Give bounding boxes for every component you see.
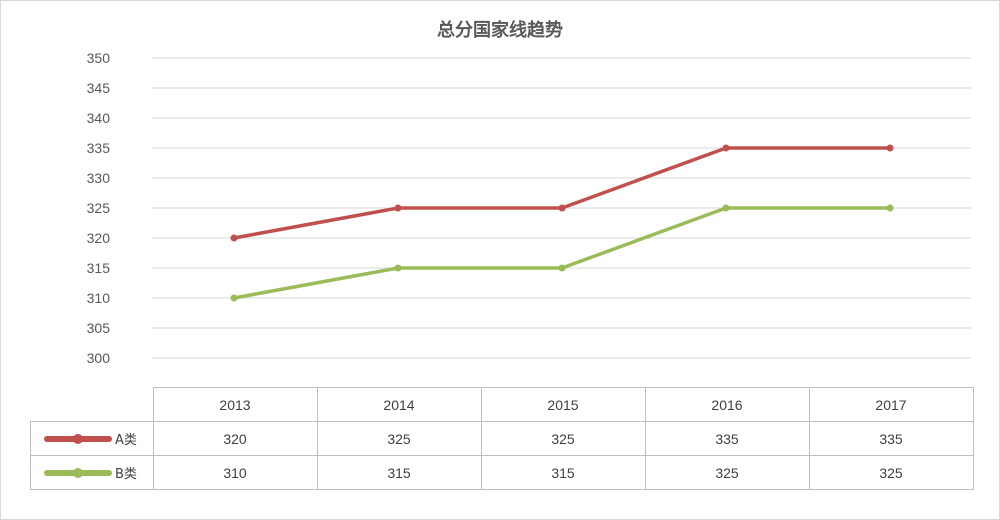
data-label: 320 (152, 421, 318, 456)
y-tick-label: 315 (87, 260, 111, 276)
table-header-row: 2013 2014 2015 2016 2017 (30, 387, 974, 422)
data-point (394, 204, 402, 212)
y-tick-label: 320 (87, 230, 111, 246)
data-label: 325 (316, 421, 482, 456)
data-point (886, 204, 894, 212)
data-label: 335 (644, 421, 810, 456)
category-label: 2017 (808, 387, 974, 422)
legend-entry: A类 (30, 421, 154, 456)
data-label: 325 (644, 455, 810, 490)
data-label: 325 (480, 421, 646, 456)
data-label: 315 (480, 455, 646, 490)
data-label: 310 (152, 455, 318, 490)
series-line-1 (232, 146, 892, 240)
y-axis-tick-labels: 350 345 340 335 330 325 320 315 310 305 300 (87, 50, 111, 366)
legend-label: B类 (115, 467, 137, 482)
data-point (886, 144, 894, 152)
legend-marker (44, 433, 112, 444)
data-point (558, 204, 566, 212)
series-lines (230, 144, 894, 302)
y-tick-label: 325 (87, 200, 111, 216)
data-point (558, 264, 566, 272)
table-row: A类 320 325 325 335 335 (30, 421, 974, 456)
chart-title: 总分国家线趋势 (437, 20, 563, 41)
category-label: 2013 (152, 387, 318, 422)
y-tick-label: 345 (87, 80, 111, 96)
data-point (722, 204, 730, 212)
y-tick-label: 300 (87, 350, 111, 366)
y-tick-label: 305 (87, 320, 111, 336)
data-label: 325 (808, 455, 974, 490)
table-corner-cell (30, 387, 154, 422)
category-label: 2014 (316, 387, 482, 422)
legend-label: A类 (115, 433, 137, 448)
y-tick-label: 340 (87, 110, 111, 126)
category-label: 2015 (480, 387, 646, 422)
y-tick-label: 350 (87, 50, 111, 66)
data-point (230, 294, 238, 302)
table-row: B类 310 315 315 325 325 (30, 455, 974, 490)
category-label: 2016 (644, 387, 810, 422)
legend-entry: B类 (30, 455, 154, 490)
data-point (722, 144, 730, 152)
data-label: 315 (316, 455, 482, 490)
y-tick-label: 335 (87, 140, 111, 156)
data-point (394, 264, 402, 272)
legend-marker (44, 467, 112, 478)
data-point (230, 234, 238, 242)
y-tick-label: 330 (87, 170, 111, 186)
data-label: 335 (808, 421, 974, 456)
y-tick-label: 310 (87, 290, 111, 306)
data-table: 2013 2014 2015 2016 2017 A类 320 325 325 335 335 B类 3… (30, 387, 974, 490)
